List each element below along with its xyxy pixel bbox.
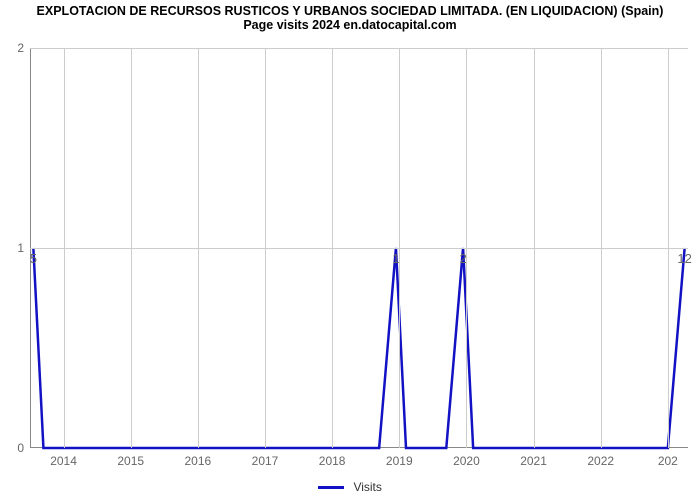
chart-title-line2: Page visits 2024 en.datocapital.com	[0, 18, 700, 32]
y-tick-label: 2	[17, 41, 30, 55]
data-point-label: 2	[459, 251, 466, 266]
legend-swatch	[318, 486, 344, 489]
x-tick-label: 202	[658, 448, 678, 468]
vgrid-line	[601, 48, 602, 448]
x-tick-label: 2016	[184, 448, 211, 468]
plot-area: 0122014201520162017201820192020202120222…	[30, 48, 688, 448]
vgrid-line	[668, 48, 669, 448]
x-tick-label: 2020	[453, 448, 480, 468]
x-tick-label: 2019	[386, 448, 413, 468]
chart-title-line1: EXPLOTACION DE RECURSOS RUSTICOS Y URBAN…	[0, 4, 700, 18]
vgrid-line	[198, 48, 199, 448]
vgrid-line	[399, 48, 400, 448]
data-point-label: 1	[392, 251, 399, 266]
vgrid-line	[466, 48, 467, 448]
vgrid-line	[131, 48, 132, 448]
legend: Visits	[0, 479, 700, 494]
x-tick-label: 2021	[520, 448, 547, 468]
hgrid-line	[30, 48, 688, 49]
x-tick-label: 2014	[50, 448, 77, 468]
y-tick-label: 0	[17, 441, 30, 455]
data-point-label: 12	[677, 251, 691, 266]
x-tick-label: 2022	[587, 448, 614, 468]
vgrid-line	[265, 48, 266, 448]
vgrid-line	[64, 48, 65, 448]
x-tick-label: 2018	[319, 448, 346, 468]
legend-label: Visits	[353, 480, 381, 494]
y-tick-label: 1	[17, 241, 30, 255]
vgrid-line	[534, 48, 535, 448]
x-tick-label: 2015	[117, 448, 144, 468]
vgrid-line	[332, 48, 333, 448]
chart-title: EXPLOTACION DE RECURSOS RUSTICOS Y URBAN…	[0, 4, 700, 33]
data-point-label: 5	[30, 251, 37, 266]
hgrid-line	[30, 248, 688, 249]
x-tick-label: 2017	[252, 448, 279, 468]
visits-line-chart: EXPLOTACION DE RECURSOS RUSTICOS Y URBAN…	[0, 0, 700, 500]
